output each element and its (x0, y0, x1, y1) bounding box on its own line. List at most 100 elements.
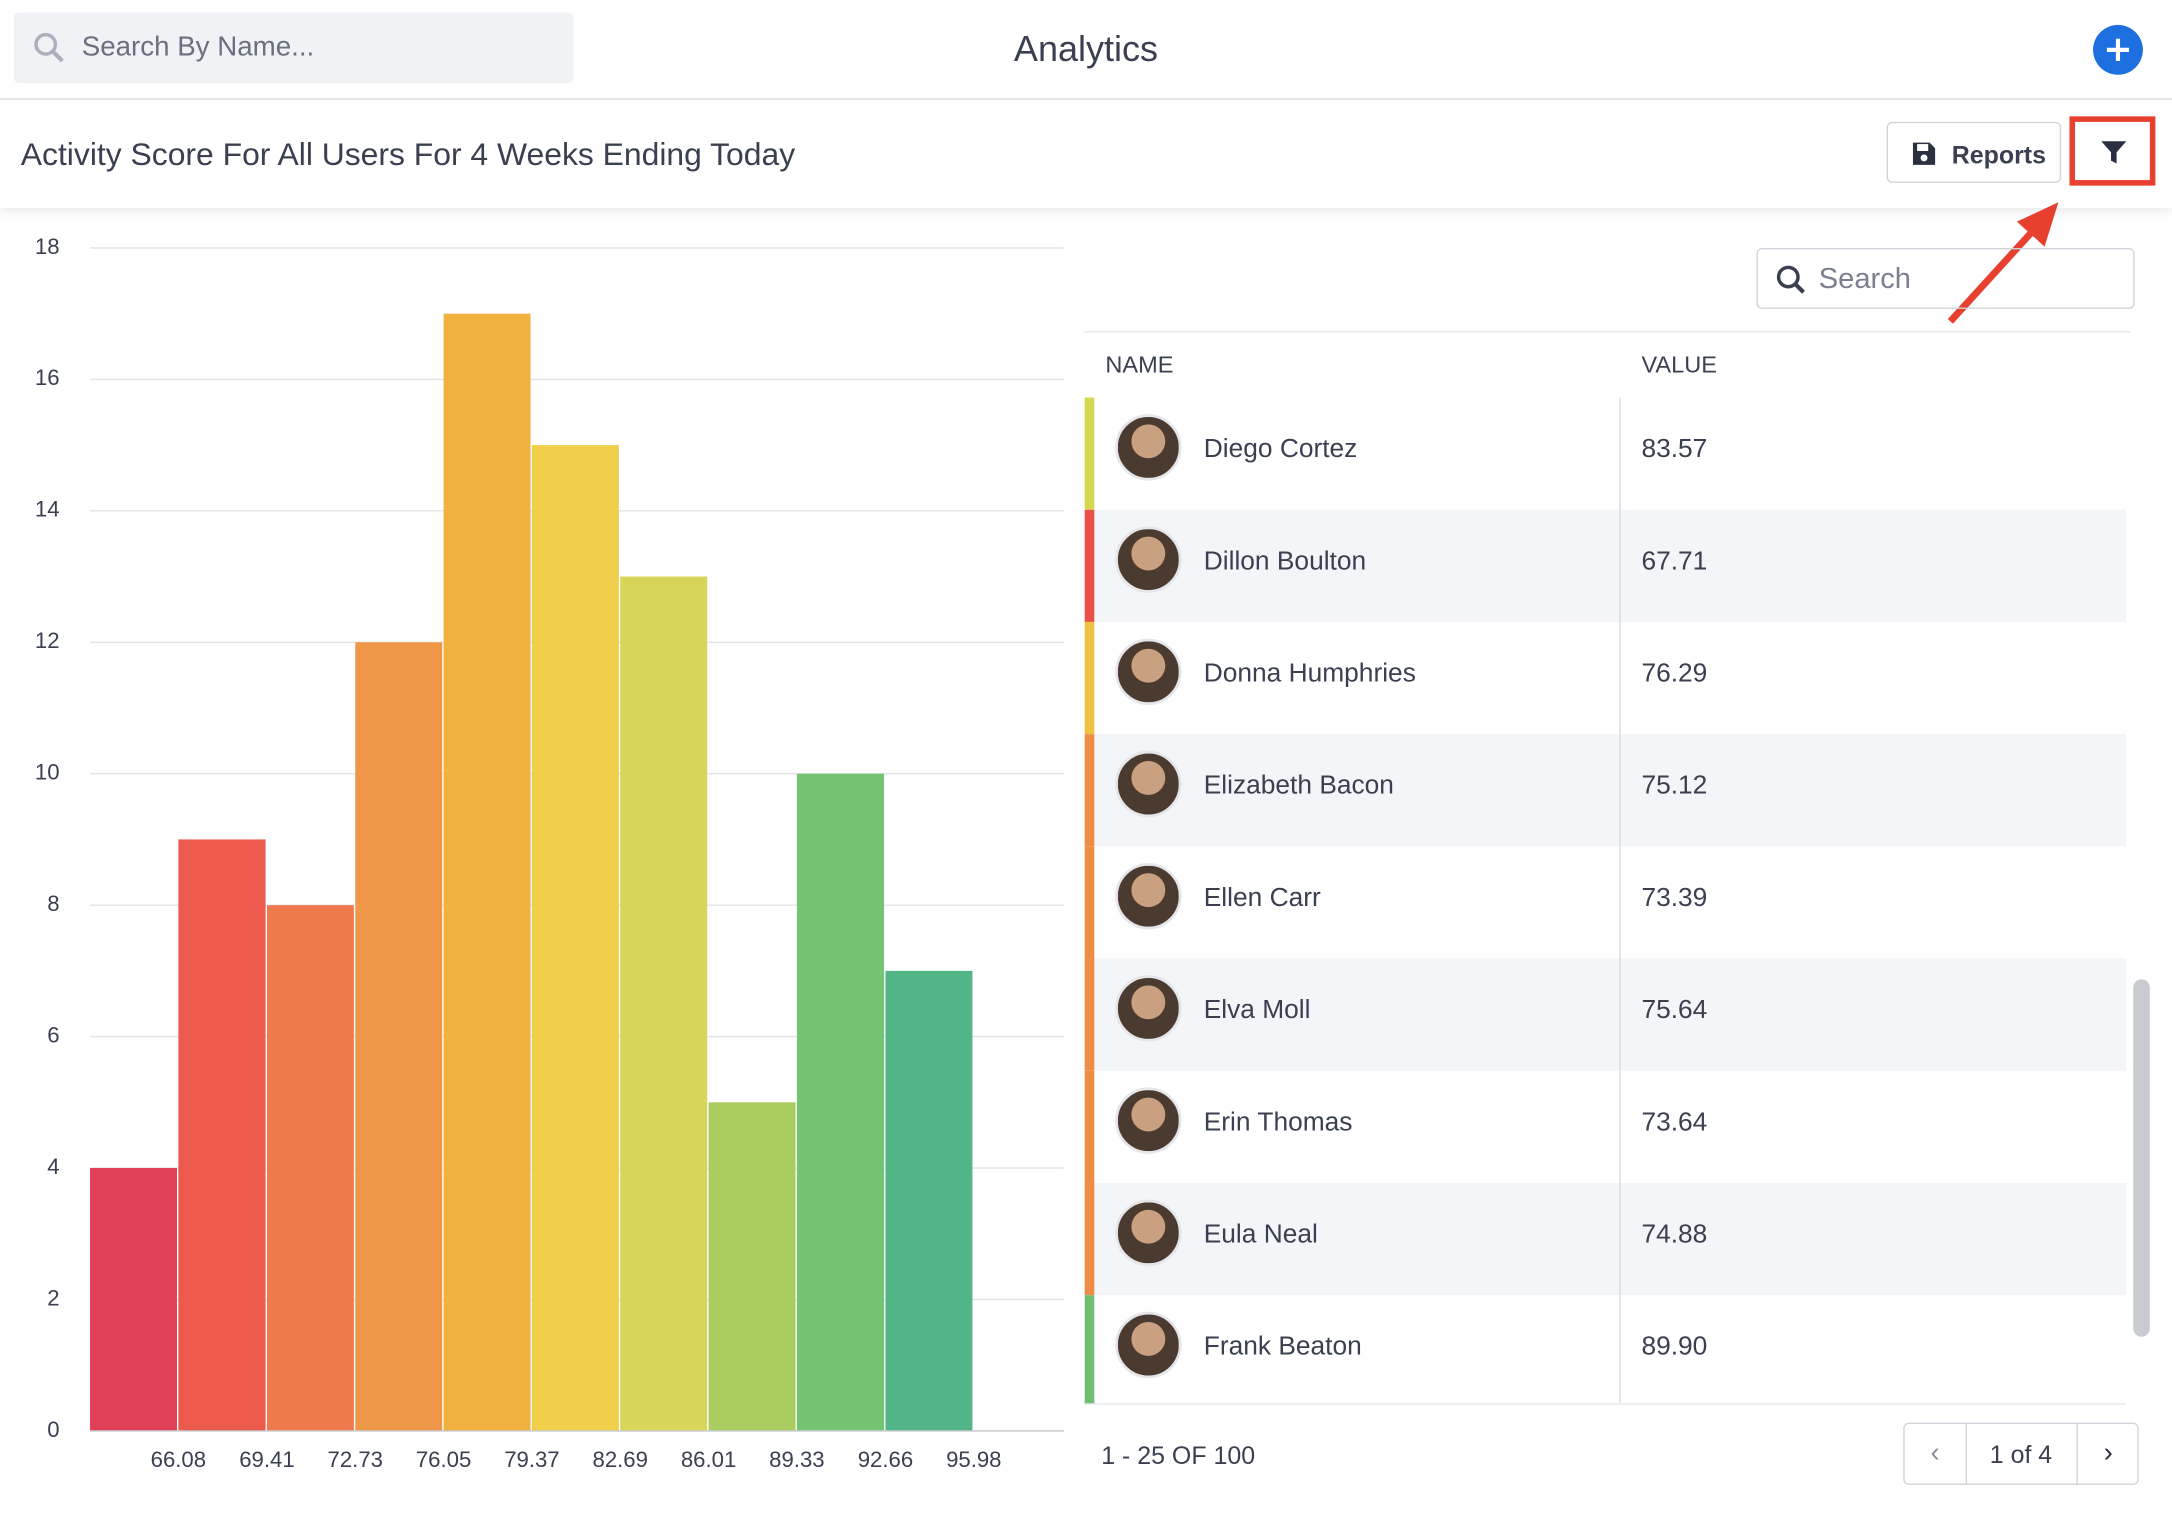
page-title: Analytics (1013, 27, 1159, 70)
row-color-stripe (1084, 397, 1095, 510)
bar (796, 773, 885, 1431)
user-value: 73.39 (1641, 883, 1708, 913)
avatar (1115, 526, 1182, 593)
name-search[interactable]: Search By Name... (13, 12, 574, 84)
user-value: 83.57 (1641, 434, 1708, 465)
column-header: VALUE (1641, 351, 1717, 379)
y-tick-label: 8 (47, 891, 59, 916)
bar (443, 313, 531, 1431)
bar (266, 905, 354, 1431)
bar (620, 576, 708, 1431)
bar (90, 1168, 177, 1431)
table-row[interactable]: Elva Moll 75.64 (1084, 958, 2127, 1071)
search-placeholder: Search (1818, 263, 1911, 296)
table-row[interactable]: Dillon Boulton 67.71 (1084, 509, 2127, 622)
x-tick-label: 95.98 (946, 1447, 1001, 1472)
subtitle: Activity Score For All Users For 4 Weeks… (20, 135, 796, 172)
user-value: 75.12 (1641, 771, 1708, 801)
user-name: Erin Thomas (1203, 1108, 1353, 1138)
bar (708, 1102, 796, 1431)
table-row[interactable]: Eula Neal 74.88 (1084, 1182, 2127, 1296)
arrow-annotation (1947, 202, 2059, 324)
table-row[interactable]: Frank Beaton 89.90 (1084, 1295, 2127, 1404)
column-header: NAME (1105, 351, 1174, 379)
bar (531, 445, 619, 1431)
x-tick-label: 92.66 (858, 1447, 913, 1472)
table-row[interactable]: Ellen Carr 73.39 (1084, 846, 2127, 959)
y-tick-label: 0 (47, 1417, 59, 1442)
bar (885, 970, 973, 1431)
x-tick-label: 66.08 (151, 1447, 206, 1472)
y-tick-label: 12 (35, 628, 60, 653)
avatar (1115, 414, 1182, 481)
row-color-stripe (1084, 1182, 1095, 1296)
user-name: Elizabeth Bacon (1203, 771, 1394, 801)
x-tick-label: 82.69 (593, 1447, 648, 1472)
next-page[interactable]: › (2076, 1423, 2138, 1484)
avatar (1115, 638, 1182, 706)
row-color-stripe (1084, 1070, 1095, 1183)
divider (0, 98, 2172, 100)
search-icon (1776, 265, 1805, 294)
y-tick-label: 2 (47, 1285, 59, 1310)
row-color-stripe (1084, 1295, 1095, 1404)
search-placeholder: Search By Name... (81, 31, 315, 63)
row-color-stripe (1084, 846, 1095, 959)
row-color-stripe (1084, 621, 1095, 735)
x-tick-label: 79.37 (504, 1447, 559, 1472)
table-search[interactable]: Search (1756, 247, 2135, 309)
user-name: Frank Beaton (1203, 1332, 1362, 1362)
table-row[interactable]: Elizabeth Bacon 75.12 (1084, 734, 2127, 847)
column-divider (1619, 397, 1621, 1404)
table-row[interactable]: Erin Thomas 73.64 (1084, 1070, 2127, 1183)
user-name: Eula Neal (1203, 1220, 1318, 1250)
user-name: Elva Moll (1203, 995, 1311, 1026)
avatar (1115, 862, 1182, 930)
user-value: 67.71 (1641, 547, 1708, 577)
user-value: 76.29 (1641, 659, 1708, 689)
bar (355, 642, 443, 1431)
user-value: 73.64 (1641, 1108, 1708, 1138)
filter-button[interactable] (2069, 116, 2156, 186)
prev-page[interactable]: ‹ (1905, 1423, 1967, 1484)
table-row[interactable]: Diego Cortez 83.57 (1084, 397, 2127, 510)
y-tick-label: 10 (35, 760, 60, 785)
avatar (1115, 975, 1182, 1042)
add-button[interactable] (2092, 24, 2145, 77)
bar (178, 839, 266, 1431)
user-name: Ellen Carr (1203, 883, 1321, 913)
y-tick-label: 18 (35, 234, 60, 259)
x-tick-label: 86.01 (681, 1447, 736, 1472)
avatar (1115, 1199, 1182, 1267)
user-name: Dillon Boulton (1203, 547, 1367, 577)
pager: ‹ 1 of 4 › (1903, 1422, 2139, 1485)
user-value: 74.88 (1641, 1220, 1708, 1250)
x-tick-label: 72.73 (328, 1447, 383, 1472)
y-tick-label: 6 (47, 1022, 59, 1047)
row-color-stripe (1084, 958, 1095, 1071)
y-tick-label: 14 (35, 497, 60, 522)
user-name: Donna Humphries (1203, 659, 1416, 689)
row-color-stripe (1084, 509, 1095, 622)
x-tick-label: 76.05 (416, 1447, 471, 1472)
table-row[interactable]: Donna Humphries 76.29 (1084, 621, 2127, 735)
save-icon (1912, 142, 1936, 165)
reports-button[interactable]: Reports (1886, 121, 2062, 183)
reports-label: Reports (1951, 141, 2046, 169)
x-tick-label: 89.33 (769, 1447, 824, 1472)
search-icon (34, 32, 64, 63)
x-tick-label: 69.41 (239, 1447, 294, 1472)
y-tick-label: 4 (47, 1154, 59, 1179)
scrollbar-thumb[interactable] (2133, 979, 2150, 1337)
avatar (1115, 1087, 1182, 1154)
user-name: Diego Cortez (1203, 434, 1358, 465)
histogram: 0 2 4 6 8 10 12 14 16 18 66.08 69.41 72.73 76.05 79.37… (35, 234, 1064, 1472)
user-value: 89.90 (1641, 1332, 1708, 1362)
pagination-range: 1 - 25 OF 100 (1101, 1441, 1256, 1470)
page-indicator: 1 of 4 (1989, 1440, 2053, 1469)
row-color-stripe (1084, 734, 1095, 847)
user-value: 75.64 (1641, 995, 1708, 1026)
y-tick-label: 16 (35, 365, 60, 390)
avatar (1115, 1311, 1182, 1379)
